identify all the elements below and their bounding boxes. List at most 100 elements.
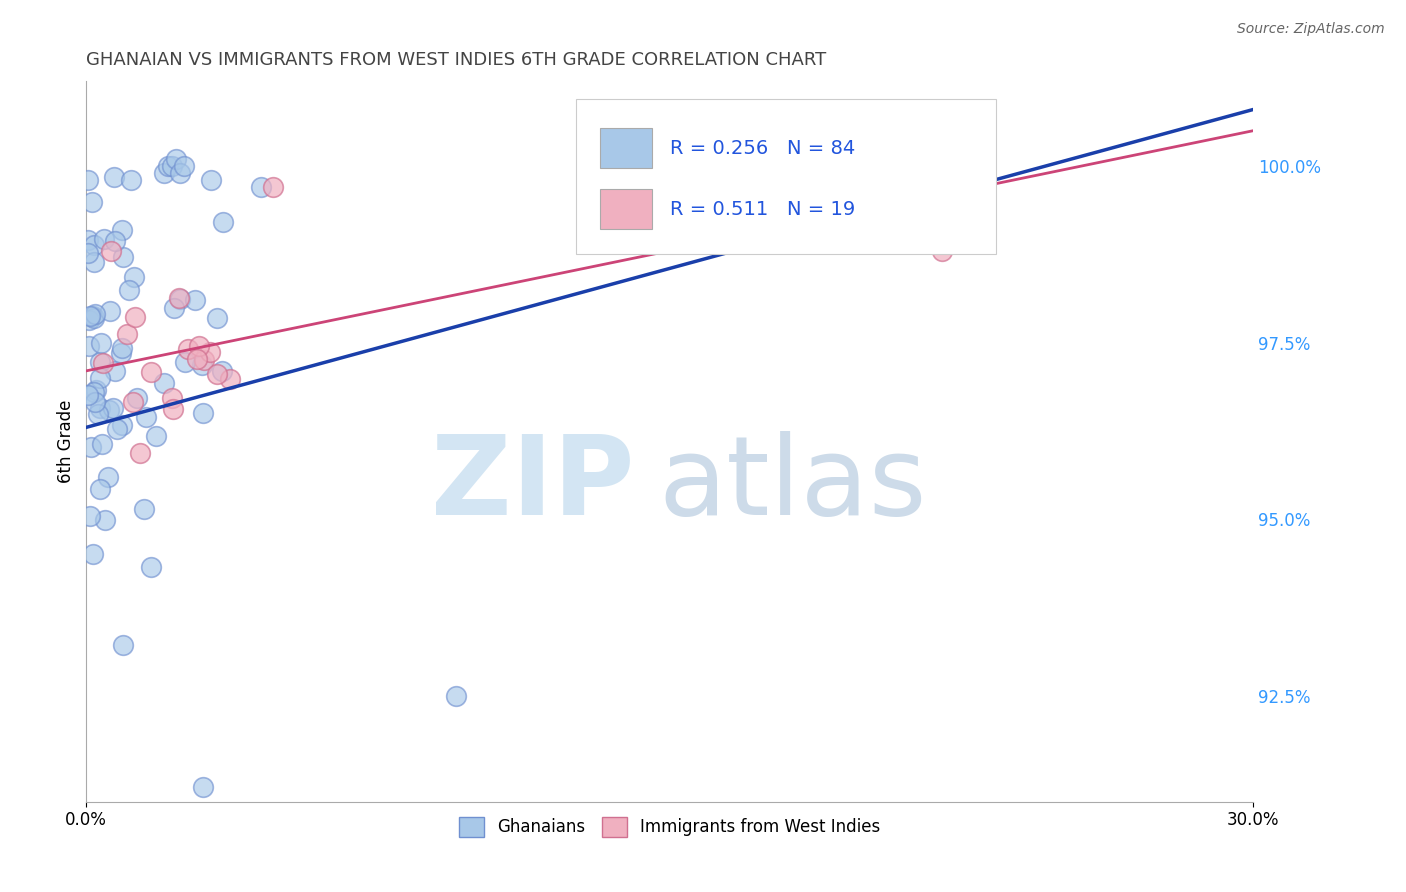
Point	[120, 173, 142, 187]
Point	[156, 159, 179, 173]
Point	[117, 283, 139, 297]
Point	[186, 352, 208, 367]
Y-axis label: 6th Grade: 6th Grade	[58, 400, 75, 483]
Point	[82, 310, 104, 324]
Point	[83, 237, 105, 252]
FancyBboxPatch shape	[599, 128, 652, 168]
Point	[139, 365, 162, 379]
Point	[77, 246, 100, 260]
FancyBboxPatch shape	[576, 99, 997, 254]
Point	[83, 255, 105, 269]
Text: ZIP: ZIP	[432, 431, 634, 538]
Point	[77, 312, 100, 326]
Point	[153, 166, 176, 180]
Point	[169, 291, 191, 305]
Point	[176, 342, 198, 356]
Point	[77, 172, 100, 186]
Text: atlas: atlas	[658, 431, 927, 538]
Point	[110, 346, 132, 360]
Point	[77, 339, 100, 353]
Point	[90, 437, 112, 451]
Point	[134, 502, 156, 516]
Point	[169, 292, 191, 306]
Text: GHANAIAN VS IMMIGRANTS FROM WEST INDIES 6TH GRADE CORRELATION CHART: GHANAIAN VS IMMIGRANTS FROM WEST INDIES …	[86, 51, 827, 69]
Text: Source: ZipAtlas.com: Source: ZipAtlas.com	[1237, 22, 1385, 37]
Point	[211, 364, 233, 378]
Point	[82, 548, 104, 562]
Point	[262, 180, 284, 194]
Point	[82, 195, 104, 210]
Point	[184, 293, 207, 307]
Point	[191, 780, 214, 795]
Point	[87, 407, 110, 421]
Point	[105, 422, 128, 436]
Point	[139, 560, 162, 574]
Point	[93, 356, 115, 370]
Point	[83, 384, 105, 399]
Point	[84, 307, 107, 321]
Point	[135, 409, 157, 424]
Point	[84, 383, 107, 397]
Point	[100, 244, 122, 258]
Point	[79, 309, 101, 323]
Point	[98, 303, 121, 318]
Point	[200, 173, 222, 187]
Point	[104, 364, 127, 378]
Point	[187, 339, 209, 353]
FancyBboxPatch shape	[599, 189, 652, 229]
Point	[93, 232, 115, 246]
Point	[145, 429, 167, 443]
Point	[160, 391, 183, 405]
Point	[174, 354, 197, 368]
Point	[165, 152, 187, 166]
Point	[160, 159, 183, 173]
Point	[111, 418, 134, 433]
Point	[80, 440, 103, 454]
Point	[89, 355, 111, 369]
Point	[211, 215, 233, 229]
Point	[124, 310, 146, 324]
Point	[77, 388, 100, 402]
Point	[89, 401, 111, 415]
Point	[112, 250, 135, 264]
Point	[193, 353, 215, 368]
Point	[115, 326, 138, 341]
Point	[90, 335, 112, 350]
Point	[153, 376, 176, 391]
Point	[122, 270, 145, 285]
Point	[191, 359, 214, 373]
Point	[101, 401, 124, 415]
Point	[111, 342, 134, 356]
Point	[198, 345, 221, 359]
Point	[193, 405, 215, 419]
Point	[104, 234, 127, 248]
Point	[173, 159, 195, 173]
Point	[931, 244, 953, 258]
Point	[250, 180, 273, 194]
Point	[83, 395, 105, 409]
Point	[93, 513, 115, 527]
Point	[162, 402, 184, 417]
Text: R = 0.511   N = 19: R = 0.511 N = 19	[669, 200, 855, 219]
Point	[169, 166, 191, 180]
Point	[79, 508, 101, 523]
Point	[205, 368, 228, 382]
Point	[111, 638, 134, 652]
Text: R = 0.256   N = 84: R = 0.256 N = 84	[669, 139, 855, 158]
Point	[128, 446, 150, 460]
Legend: Ghanaians, Immigrants from West Indies: Ghanaians, Immigrants from West Indies	[453, 810, 887, 844]
Point	[103, 169, 125, 184]
Point	[97, 470, 120, 484]
Point	[97, 403, 120, 417]
Point	[121, 394, 143, 409]
Point	[89, 371, 111, 385]
Point	[163, 301, 186, 315]
Point	[77, 233, 100, 247]
Point	[218, 372, 240, 386]
Point	[127, 391, 149, 405]
Point	[89, 482, 111, 496]
Point	[444, 689, 467, 703]
Point	[207, 310, 229, 325]
Point	[111, 222, 134, 236]
Point	[83, 310, 105, 325]
